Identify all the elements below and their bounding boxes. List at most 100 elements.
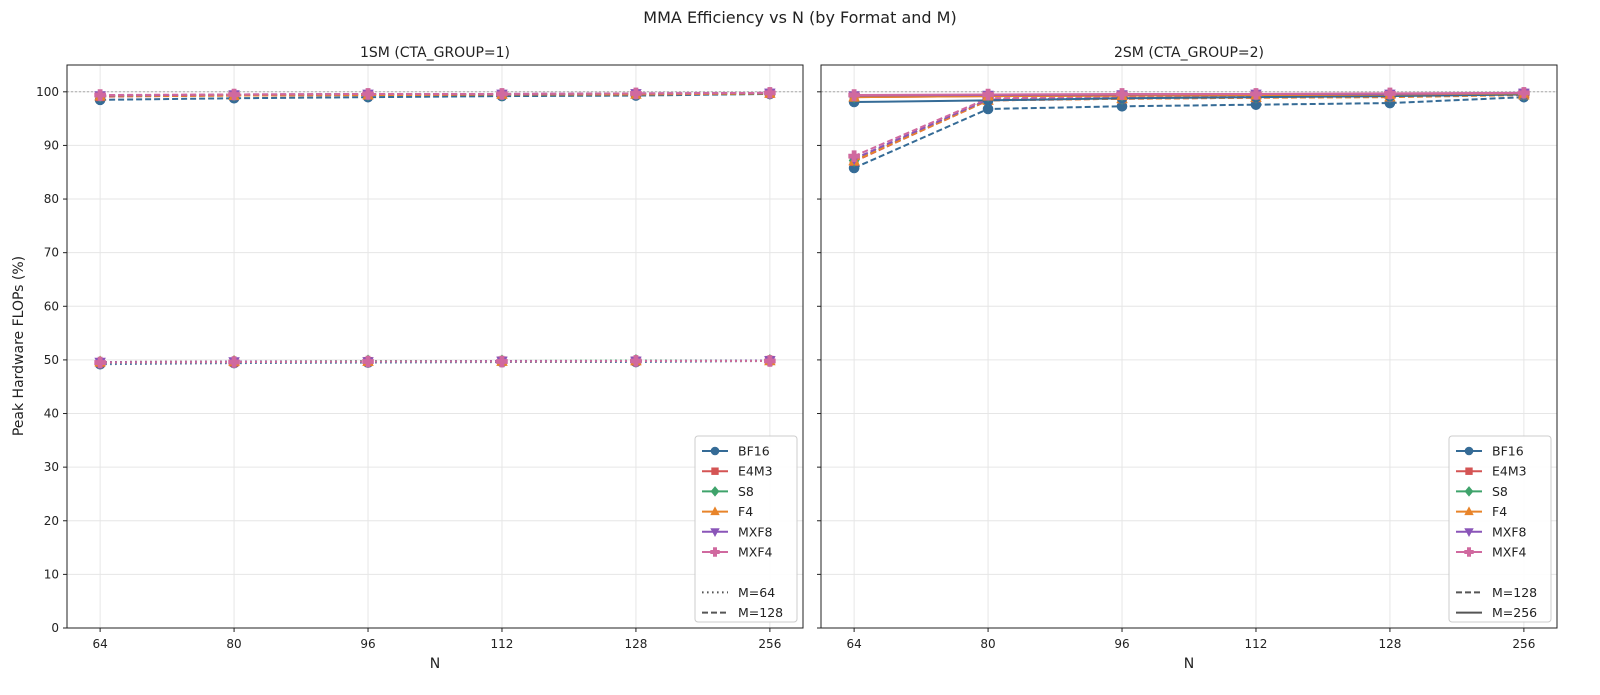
legend-marker-mxf8: [710, 528, 720, 538]
series-line-mxf4-m128: [100, 91, 770, 97]
y-axis: 0 10 20 30 40 50 60 70 80 90 100: [36, 85, 67, 635]
y-tick-label: 10: [44, 567, 59, 581]
panel-1sm: 64 80 96 112 128 256 N 0 10 20 30 40 50 60 70 80 90 100 1S…: [36, 45, 804, 672]
data-point-mxf4-m128: [764, 87, 776, 99]
series-line-mxf4-m256: [854, 91, 1524, 97]
series-line-mxf4-m64: [100, 359, 770, 364]
y-tick-label: 0: [51, 621, 59, 635]
legend-label-m: M=64: [738, 585, 775, 600]
legend-marker-bf16: [710, 446, 720, 456]
y-tick-label: 100: [36, 85, 59, 99]
data-point-mxf4-m256: [848, 89, 860, 101]
x-tick-label: 112: [1245, 637, 1268, 651]
data-point-mxf4-m128: [94, 89, 106, 101]
data-point-mxf4-m256: [1116, 88, 1128, 100]
y-tick-label: 70: [44, 246, 59, 260]
data-point-mxf4-m64: [764, 355, 776, 367]
grid: [67, 65, 803, 629]
series-line-bf16-m128: [853, 96, 1524, 169]
legend-label-mxf8: MXF8: [1492, 524, 1527, 539]
legend: BF16 E4M3 S8 F4 MXF8 MXF4 M=64 M=128: [694, 435, 798, 623]
legend-box: [1448, 435, 1552, 623]
legend-label-mxf4: MXF4: [738, 545, 773, 560]
data-point-mxf4-m128: [228, 88, 240, 101]
x-tick-label: 256: [758, 637, 781, 651]
data-point-mxf4-m256: [1518, 87, 1530, 99]
data-point-mxf4-m256: [982, 88, 994, 101]
panel-2sm: 64 80 96 112 128 256 N 2SM (CTA_GROUP=2) BF16 E4M…: [817, 45, 1558, 672]
series-line-s8-m128: [853, 93, 1524, 162]
x-tick-label: 96: [1114, 637, 1129, 651]
x-tick-label: 64: [846, 637, 861, 651]
y-axis: [817, 91, 821, 629]
legend-label-mxf8: MXF8: [738, 524, 773, 539]
y-tick-label: 30: [44, 460, 59, 474]
x-tick-label: 112: [491, 637, 514, 651]
legend-marker-e4m3: [711, 467, 719, 475]
figure-title: MMA Efficiency vs N (by Format and M): [643, 8, 956, 27]
legend-marker-e4m3: [1465, 467, 1473, 475]
legend-marker-s8: [1464, 486, 1474, 497]
data-point-mxf4-m256: [1384, 87, 1396, 100]
x-tick-label: 80: [980, 637, 995, 651]
y-tick-label: 60: [44, 299, 59, 313]
x-axis: 64 80 96 112 128 256: [846, 628, 1535, 651]
data-point-mxf4-m64: [228, 356, 240, 368]
axes-frame: [820, 64, 1558, 629]
legend-marker-f4: [1464, 506, 1474, 516]
legend-marker-mxf4: [710, 547, 720, 557]
legend-label-s8: S8: [1492, 484, 1508, 499]
data-point-mxf4-m64: [362, 355, 374, 368]
legend-box: [694, 435, 798, 623]
data-point-mxf4-m128: [496, 88, 508, 100]
x-tick-label: 80: [226, 637, 241, 651]
series-group: [94, 86, 776, 370]
x-tick-label: 128: [624, 637, 647, 651]
data-point-mxf4-m128: [848, 150, 860, 162]
y-axis-label: Peak Hardware FLOPs (%): [11, 256, 27, 436]
x-axis: 64 80 96 112 128 256: [92, 628, 781, 651]
x-tick-label: 128: [1378, 637, 1401, 651]
x-axis-label: N: [430, 656, 440, 672]
series-line-mxf8-m128: [853, 92, 1524, 160]
legend-marker-f4: [710, 506, 720, 516]
legend-marker-mxf4: [1464, 547, 1474, 557]
legend-label-f4: F4: [1492, 504, 1507, 519]
legend-label-m: M=256: [1492, 605, 1537, 620]
legend-label-mxf4: MXF4: [1492, 545, 1527, 560]
data-point-mxf4-m256: [1250, 88, 1262, 100]
grid: [821, 65, 1557, 629]
legend-label-m: M=128: [1492, 585, 1537, 600]
data-point-mxf4-m64: [94, 356, 106, 369]
legend-marker-mxf8: [1464, 528, 1474, 538]
legend-marker-bf16: [1464, 446, 1474, 456]
data-point-mxf4-m64: [496, 355, 508, 368]
y-tick-label: 40: [44, 407, 59, 421]
y-tick-label: 80: [44, 192, 59, 206]
panel-title: 2SM (CTA_GROUP=2): [1114, 45, 1264, 61]
axes-frame: [66, 64, 804, 629]
legend-label-s8: S8: [738, 484, 754, 499]
legend-label-bf16: BF16: [1492, 444, 1524, 459]
data-point-mxf4-m64: [630, 355, 642, 367]
panel-title: 1SM (CTA_GROUP=1): [360, 45, 510, 61]
legend-label-f4: F4: [738, 504, 753, 519]
data-point-mxf4-m128: [630, 87, 642, 100]
series-group: [848, 86, 1530, 174]
legend-label-e4m3: E4M3: [1492, 464, 1527, 479]
x-tick-label: 256: [1512, 637, 1535, 651]
y-tick-label: 50: [44, 353, 59, 367]
legend-label-bf16: BF16: [738, 444, 770, 459]
legend-label-m: M=128: [738, 605, 783, 620]
x-axis-label: N: [1184, 656, 1194, 672]
legend-label-e4m3: E4M3: [738, 464, 773, 479]
x-tick-label: 96: [360, 637, 375, 651]
data-point-mxf4-m128: [362, 88, 374, 100]
series-line-mxf4-m128: [853, 92, 1524, 158]
legend: BF16 E4M3 S8 F4 MXF8 MXF4 M=128 M=256: [1448, 435, 1552, 623]
y-tick-label: 90: [44, 138, 59, 152]
legend-marker-s8: [710, 486, 720, 497]
y-tick-label: 20: [44, 514, 59, 528]
series-line-bf16-m256: [854, 93, 1524, 103]
